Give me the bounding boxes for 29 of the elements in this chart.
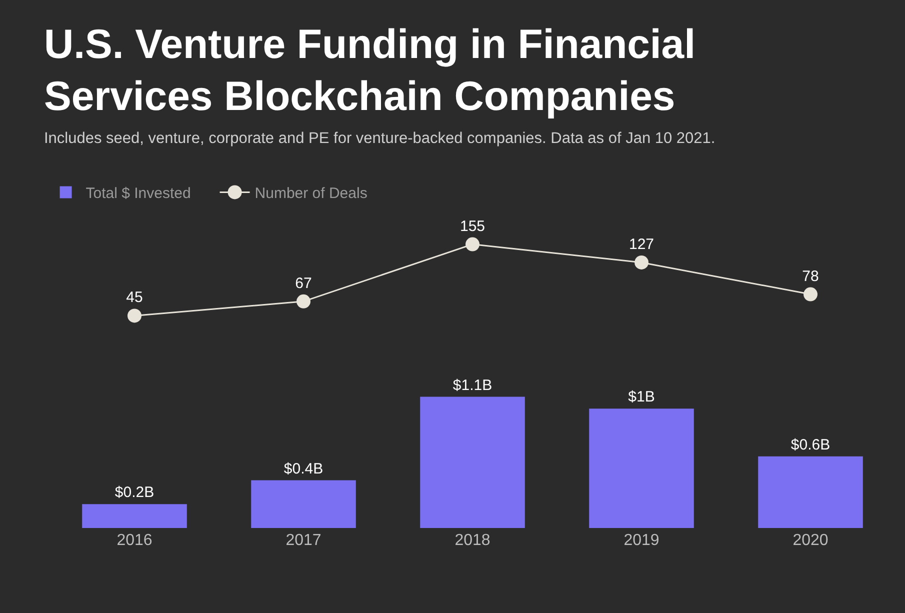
- data-label: 67: [295, 274, 312, 292]
- data-label: $1B: [628, 388, 655, 406]
- bar: [251, 480, 356, 528]
- point: [296, 294, 310, 308]
- data-label: 127: [628, 236, 654, 253]
- x-tick-label: 2020: [792, 532, 828, 549]
- bar: [758, 456, 863, 528]
- data-label: $0.2B: [114, 484, 154, 502]
- bar: [82, 504, 187, 528]
- point: [634, 255, 648, 270]
- bar: [420, 396, 525, 528]
- data-label: 155: [460, 218, 486, 235]
- point: [128, 308, 142, 323]
- data-label: 78: [802, 268, 819, 285]
- x-tick-label: 2018: [454, 532, 490, 549]
- data-label: $0.6B: [790, 436, 830, 454]
- x-tick-label: 2017: [286, 532, 322, 549]
- x-tick-label: 2019: [624, 532, 660, 549]
- data-label: 45: [126, 289, 143, 306]
- point: [804, 287, 818, 302]
- x-tick-label: 2016: [116, 532, 152, 549]
- bar: [589, 408, 694, 528]
- data-label: $0.4B: [284, 460, 324, 478]
- data-label: $1.1B: [452, 376, 492, 394]
- chart-title: U.S. Venture Funding in Financial Services Blockchain Companies: [44, 20, 696, 121]
- legend-label: Total $ Invested: [86, 185, 191, 202]
- chart-subtitle: Includes seed, venture, corporate and PE for venture-backed companies. Data as of Jan 10 2021.: [44, 130, 716, 148]
- point: [466, 237, 480, 252]
- legend-label: Number of Deals: [254, 185, 368, 202]
